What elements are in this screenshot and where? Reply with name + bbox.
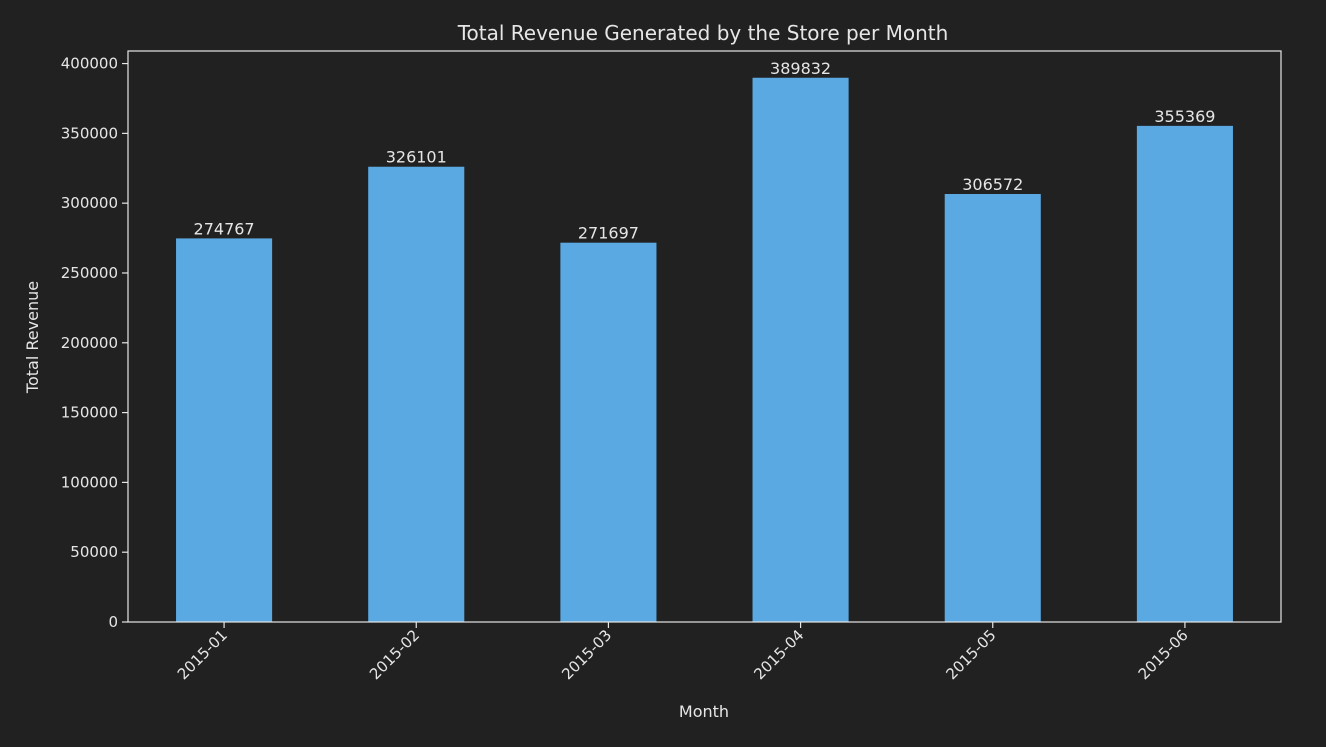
y-tick-label: 350000	[61, 124, 118, 142]
y-tick-label: 300000	[61, 194, 118, 212]
data-label: 326101	[386, 148, 447, 167]
data-label: 306572	[962, 175, 1023, 194]
x-tick-label: 2015-04	[750, 626, 807, 683]
x-tick-label: 2015-01	[174, 626, 231, 683]
y-axis-label: Total Revenue	[23, 281, 42, 394]
bar	[176, 238, 273, 622]
x-tick-label: 2015-06	[1135, 626, 1192, 683]
x-tick-label: 2015-05	[943, 626, 1000, 683]
plot-frame	[127, 50, 1282, 623]
x-tick-label: 2015-03	[558, 626, 615, 683]
chart-title: Total Revenue Generated by the Store per…	[457, 21, 949, 45]
x-tick-label: 2015-02	[366, 626, 423, 683]
data-label: 274767	[194, 219, 255, 238]
data-label: 389832	[770, 59, 831, 78]
data-label: 355369	[1154, 107, 1215, 126]
y-tick-label: 400000	[61, 55, 118, 73]
y-tick-label: 50000	[70, 543, 118, 561]
bar	[560, 242, 657, 622]
bar	[944, 194, 1041, 622]
x-axis-label: Month	[679, 702, 729, 721]
data-label: 271697	[578, 224, 639, 243]
y-tick-label: 250000	[61, 264, 118, 282]
y-tick-label: 150000	[61, 404, 118, 422]
y-tick-label: 200000	[61, 334, 118, 352]
bar	[1136, 125, 1233, 623]
y-tick-label: 0	[108, 613, 118, 631]
plot-area: 274767 326101 271697 389832 306572 355369 0 500…	[61, 50, 1282, 683]
bar	[752, 77, 849, 622]
bar	[368, 166, 465, 623]
y-tick-label: 100000	[61, 473, 118, 491]
